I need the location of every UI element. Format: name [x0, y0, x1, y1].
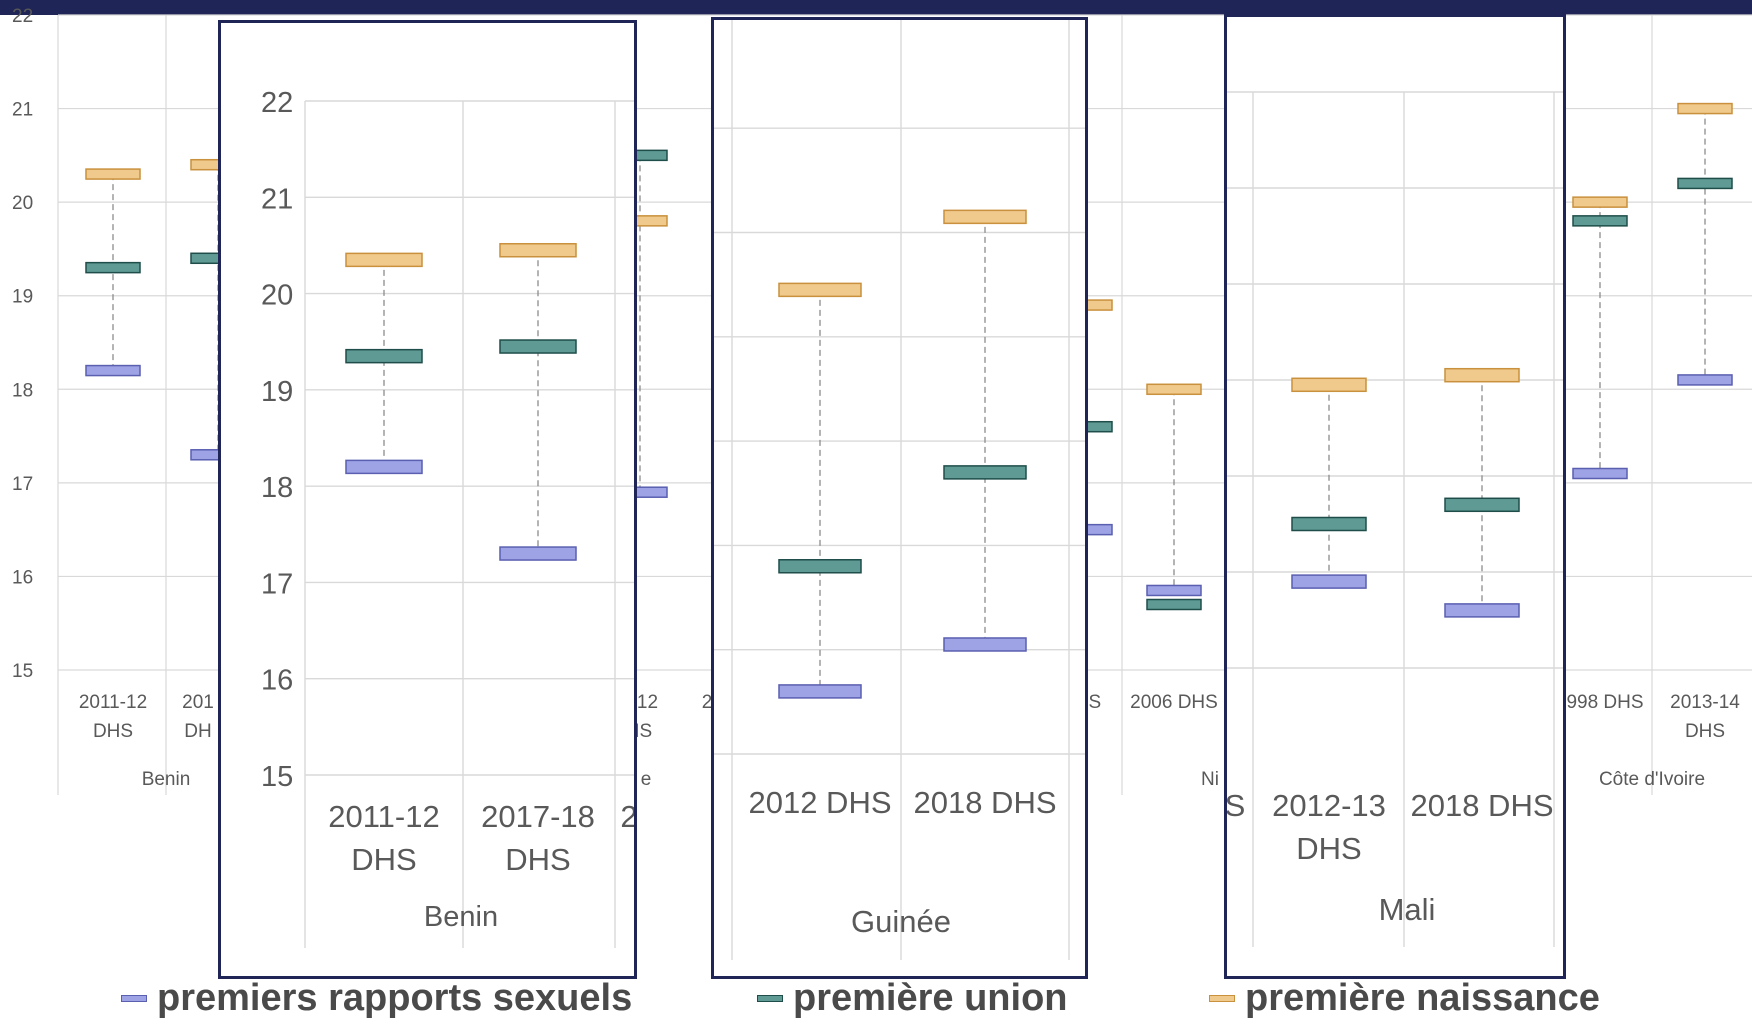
bg-cat-5-marker-birth [1572, 196, 1628, 208]
legend-swatch-sex [121, 995, 147, 1002]
bg-cat-6-marker-birth [1677, 102, 1733, 115]
guinee-cat-1-marker-union [943, 465, 1027, 480]
benin-chart: 22 21 20 19 18 17 16 15 2011-12 DHS 2017-18 DHS 2 Ben… [261, 87, 634, 948]
benin-group-label: Benin [424, 901, 498, 933]
bg-cat-5-marker-sex [1572, 467, 1628, 480]
bg-x-tick-label: 2006 DHS [1130, 692, 1218, 713]
guinee-cat-0-marker-birth [778, 282, 862, 298]
benin-y-tick-label: 20 [261, 280, 293, 312]
mali-x-tick-label: DHS [1296, 831, 1361, 866]
bg-x-tick-label: 2013-14 [1670, 692, 1740, 713]
zoom-panel-benin: 22 21 20 19 18 17 16 15 2011-12 DHS 2017-18 DHS 2 Ben… [218, 20, 637, 979]
bg-y-tick-label: 17 [12, 474, 33, 495]
bg-cat-6-marker-sex [1677, 374, 1733, 386]
bg-x-tick-label: 2011-12 [79, 692, 147, 713]
bg-group-label: Côte d'Ivoire [1599, 769, 1705, 790]
legend-item-union: première union [757, 972, 1068, 1025]
guinee-chart: 2012 DHS 2018 DHS Guinée [714, 20, 1085, 960]
benin-cat-1-marker-birth [499, 242, 577, 258]
bg-cat-5-marker-union [1572, 215, 1628, 227]
benin-cut-tick-label: 2 [620, 799, 634, 834]
benin-y-tick-label: 15 [261, 761, 293, 793]
bg-cat-4-marker-union [1146, 598, 1202, 611]
guinee-cat-0-marker-union [778, 559, 862, 574]
benin-y-tick-label: 16 [261, 665, 293, 697]
benin-cat-1-marker-sex [499, 546, 577, 561]
benin-cat-0-marker-birth [345, 252, 423, 268]
bg-cat-4-marker-birth [1146, 383, 1202, 396]
benin-cat-0-marker-sex [345, 459, 423, 475]
guinee-group-label: Guinée [851, 904, 951, 939]
benin-y-tick-label: 17 [261, 568, 293, 600]
guinee-cat-1-marker-birth [943, 209, 1027, 225]
mali-chart: 2012-13 DHS 2018 DHS S Mali [1227, 91, 1563, 947]
bg-x-tick-label: DH [184, 721, 211, 742]
legend-item-birth: première naissance [1209, 972, 1600, 1025]
guinee-cat-0-marker-sex [778, 684, 862, 699]
top-bar [0, 0, 1752, 15]
bg-x-tick-label: 2 [702, 692, 713, 713]
benin-y-tick-label: 18 [261, 472, 293, 504]
bg-cat-0-marker-union [85, 261, 141, 274]
mali-cat-1-marker-union [1444, 497, 1520, 513]
mali-cat-1-marker-birth [1444, 367, 1520, 383]
benin-y-tick-label: 19 [261, 376, 293, 408]
legend-item-sex: premiers rapports sexuels [121, 972, 632, 1025]
bg-y-tick-label: 22 [12, 6, 33, 27]
legend-label-sex: premiers rapports sexuels [157, 977, 633, 1019]
bg-group-label: Benin [142, 769, 191, 790]
benin-cat-0-marker-union [345, 348, 423, 364]
bg-cat-0-marker-birth [85, 168, 141, 180]
mali-group-label: Mali [1379, 892, 1436, 927]
benin-y-tick-label: 21 [261, 183, 293, 215]
legend-swatch-union [757, 995, 783, 1002]
bg-x-tick-label: DHS [93, 721, 133, 742]
bg-y-tick-label: 18 [12, 380, 33, 401]
mali-cut-tick-label: S [1227, 788, 1245, 823]
mali-cat-1-marker-sex [1444, 603, 1520, 618]
legend-swatch-birth [1209, 995, 1235, 1002]
bg-y-tick-label: 16 [12, 567, 33, 588]
guinee-cat-1-marker-sex [943, 637, 1027, 652]
bg-group-label: e [641, 769, 652, 790]
benin-x-tick-label: 2017-18 [481, 799, 595, 834]
legend-label-birth: première naissance [1245, 977, 1600, 1019]
zoom-panel-mali: 2012-13 DHS 2018 DHS S Mali [1224, 14, 1566, 979]
bg-y-tick-label: 19 [12, 287, 33, 308]
benin-x-tick-label: DHS [351, 842, 416, 877]
mali-x-tick-label: 2012-13 [1272, 788, 1386, 823]
mali-cat-0-marker-birth [1291, 377, 1367, 393]
legend-label-union: première union [793, 977, 1068, 1019]
bg-group-label: Ni [1201, 769, 1219, 790]
bg-cat-4-marker-sex [1146, 584, 1202, 597]
bg-y-tick-label: 21 [12, 100, 33, 121]
mali-cat-0-marker-union [1291, 516, 1367, 532]
mali-x-tick-label: 2018 DHS [1410, 788, 1553, 823]
bg-cat-0-marker-sex [85, 364, 141, 377]
benin-cat-1-marker-union [499, 339, 577, 354]
chart-legend: premiers rapports sexuels première union… [0, 972, 1752, 1025]
bg-x-tick-label: DHS [1685, 721, 1725, 742]
benin-x-tick-label: DHS [505, 842, 570, 877]
mali-cat-0-marker-sex [1291, 574, 1367, 589]
benin-x-tick-label: 2011-12 [328, 799, 439, 834]
benin-y-tick-label: 22 [261, 87, 293, 119]
bg-cat-6-marker-union [1677, 177, 1733, 190]
guinee-x-tick-label: 2012 DHS [748, 785, 891, 820]
bg-x-tick-label: 998 DHS [1566, 692, 1643, 713]
bg-x-tick-label: 201 [182, 692, 214, 713]
bg-y-tick-label: 15 [12, 661, 33, 682]
bg-y-tick-label: 20 [12, 193, 33, 214]
guinee-x-tick-label: 2018 DHS [913, 785, 1056, 820]
zoom-panel-guinee: 2012 DHS 2018 DHS Guinée [711, 17, 1088, 979]
